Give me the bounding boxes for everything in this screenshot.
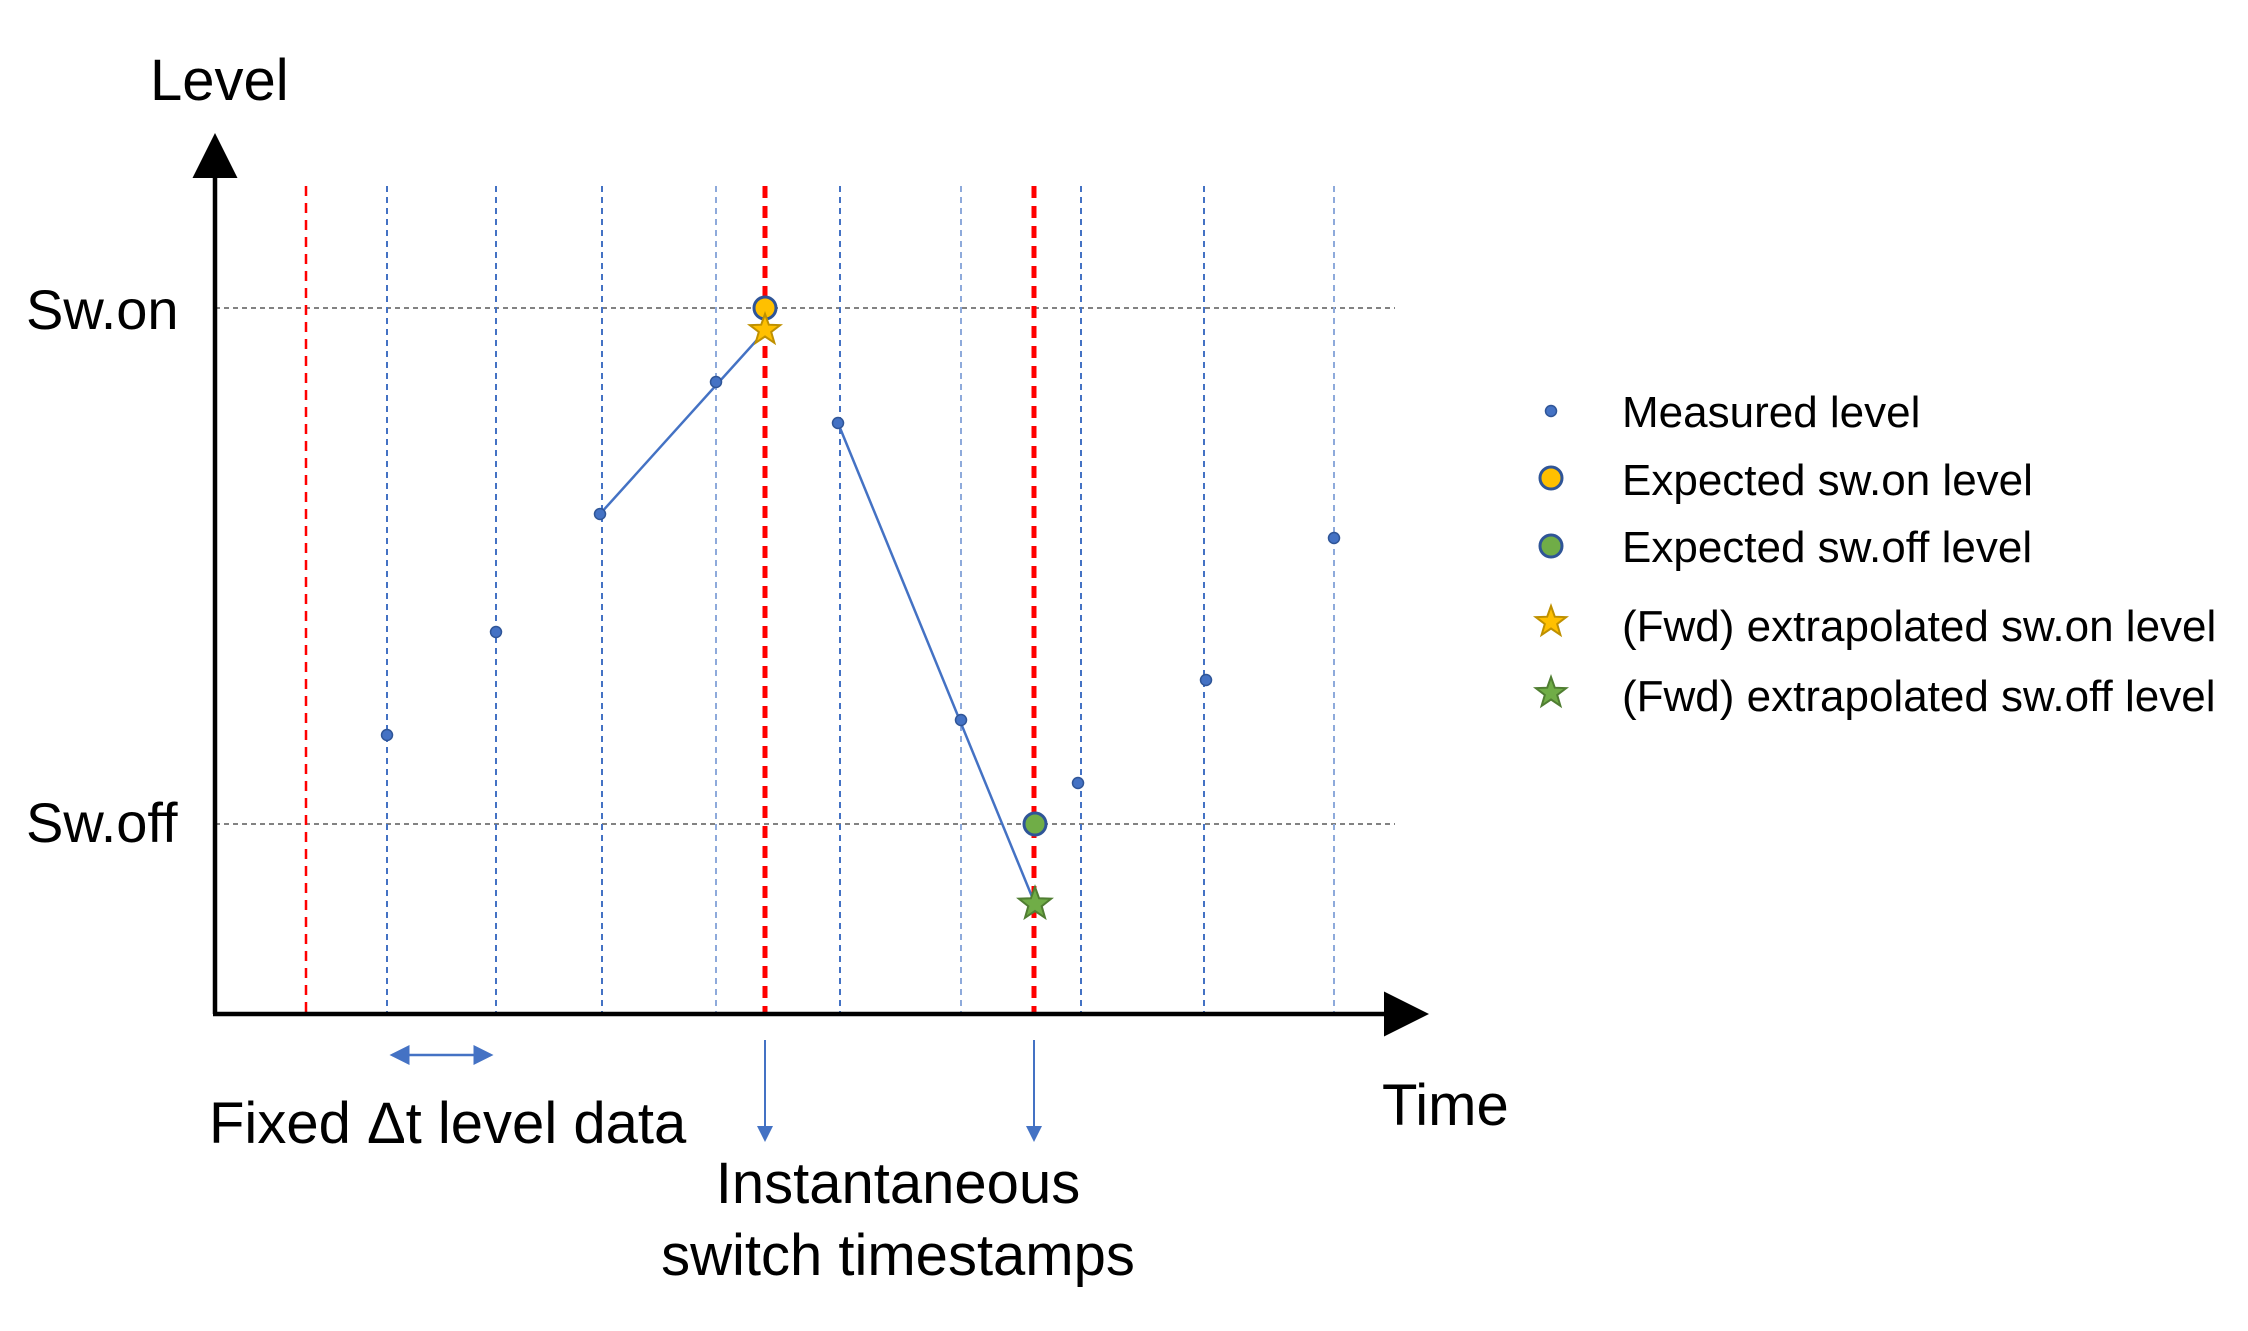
sample-lines [386, 186, 1335, 1012]
legend-extrap-on-label: (Fwd) extrapolated sw.on level [1622, 602, 2216, 651]
fixed-dt-label: Fixed Δt level data [209, 1091, 687, 1156]
sw-off-label: Sw.off [26, 791, 178, 854]
legend-expected-off-marker [1538, 533, 1564, 559]
legend-extrap-off-label: (Fwd) extrapolated sw.off level [1622, 672, 2215, 721]
expected-sw-off-point [1022, 811, 1048, 837]
legend-extrap-on-star [1532, 603, 1570, 638]
measured-point [1071, 776, 1085, 790]
legend-expected-on-label: Expected sw.on level [1622, 456, 2033, 505]
measured-point [593, 507, 607, 521]
measured-point [954, 713, 968, 727]
measured-point [489, 625, 503, 639]
measured-point [831, 416, 845, 430]
x-axis-title: Time [1382, 1073, 1509, 1138]
instantaneous-label-line1: Instantaneous [716, 1151, 1080, 1216]
measured-point [380, 728, 394, 742]
legend-extrap-off-star [1532, 674, 1570, 709]
y-axis-title: Level [150, 48, 289, 113]
instantaneous-label-line2: switch timestamps [661, 1223, 1135, 1288]
measured-point [1199, 673, 1213, 687]
measured-point [709, 375, 723, 389]
sw-on-label: Sw.on [26, 278, 179, 341]
legend: Measured level Expected sw.on level Expe… [1532, 388, 2216, 721]
extrapolated-sw-on-star [746, 311, 784, 346]
measured-points [380, 375, 1341, 790]
measured-point [1327, 531, 1341, 545]
extrapolation-line-off [836, 422, 1037, 905]
extrapolated-sw-off-star [1016, 884, 1054, 921]
legend-measured-marker [1544, 404, 1558, 418]
legend-expected-on-marker [1538, 465, 1564, 491]
extrapolation-line-on [599, 330, 766, 515]
legend-measured-label: Measured level [1622, 388, 1920, 437]
legend-expected-off-label: Expected sw.off level [1622, 523, 2032, 572]
